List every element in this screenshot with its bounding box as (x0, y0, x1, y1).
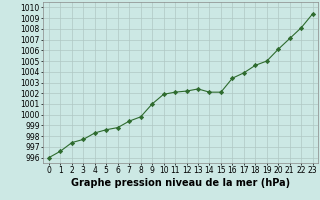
X-axis label: Graphe pression niveau de la mer (hPa): Graphe pression niveau de la mer (hPa) (71, 178, 290, 188)
